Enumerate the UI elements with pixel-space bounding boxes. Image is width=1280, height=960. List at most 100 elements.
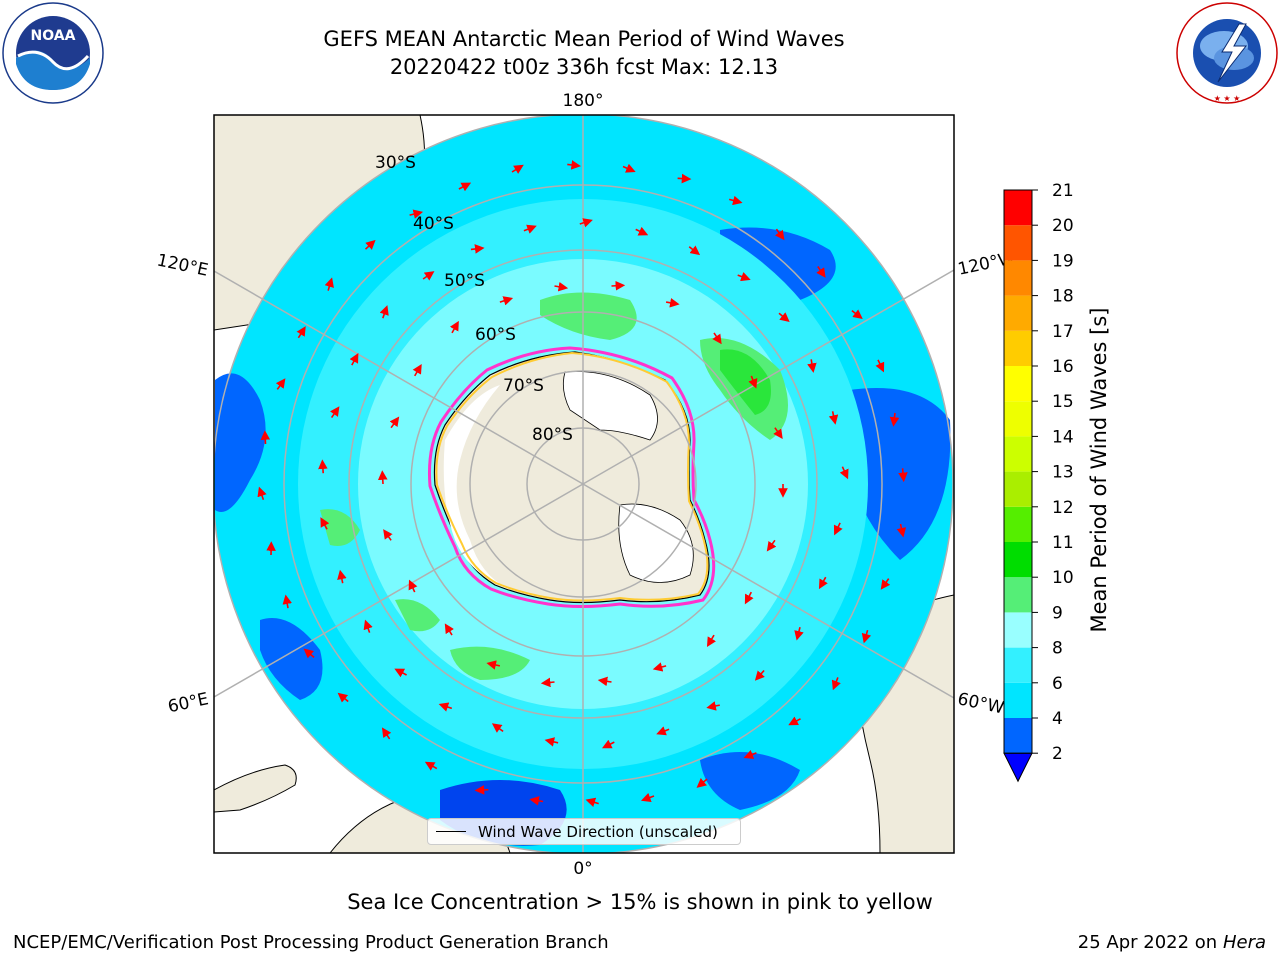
colorbar-tick-label: 6: [1052, 674, 1063, 694]
nws-logo: ★ ★ ★: [1176, 2, 1278, 104]
wave-direction-arrow: [737, 272, 751, 282]
wave-direction-arrow: [444, 623, 454, 636]
wave-direction-arrow: [579, 218, 593, 228]
colorbar-tick-label: 13: [1052, 463, 1074, 483]
colorbar-tick-label: 17: [1052, 322, 1074, 342]
wave-direction-arrow: [383, 529, 393, 541]
lat-label-70s: 70°S: [503, 376, 544, 396]
lat-label-40s: 40°S: [413, 214, 454, 234]
colorbar-bin: [1004, 718, 1032, 754]
wave-direction-arrow: [337, 569, 347, 584]
wave-direction-arrow: [744, 591, 754, 605]
colorbar-under-triangle: [1003, 752, 1033, 783]
wave-direction-arrow: [544, 737, 559, 747]
meridian-120w: [582, 269, 954, 485]
graticule: [214, 115, 954, 853]
latitude-circle-30: [214, 115, 954, 853]
wave-direction-arrow: [364, 239, 376, 250]
lat-label-50s: 50°S: [444, 271, 485, 291]
wave-direction-arrow: [861, 629, 872, 644]
colorbar-tick-label: 19: [1052, 251, 1074, 271]
colorbar-bin: [1004, 401, 1032, 437]
svg-text:★ ★ ★: ★ ★ ★: [1214, 94, 1241, 103]
wave-direction-arrow: [585, 797, 599, 807]
wave-direction-arrow: [602, 739, 615, 749]
wave-direction-arrow: [656, 726, 670, 736]
ocean-field-low-se: [700, 752, 800, 810]
wave-direction-arrow: [470, 244, 485, 254]
sea-ice-note: Sea Ice Concentration > 15% is shown in …: [347, 890, 933, 914]
colorbar-bin: [1004, 295, 1032, 331]
wave-direction-arrow: [818, 576, 828, 590]
wave-direction-arrow: [640, 792, 655, 802]
wave-direction-arrow: [833, 522, 843, 536]
wave-direction-arrow: [898, 468, 908, 483]
wave-direction-arrow: [766, 539, 777, 552]
wave-direction-arrow: [788, 716, 801, 726]
colorbar-bin: [1004, 542, 1032, 578]
colorbar-bin: [1004, 471, 1032, 507]
wave-direction-arrow: [389, 416, 400, 429]
wave-direction-arrow: [774, 228, 785, 241]
ocean-field-low-west: [215, 373, 266, 512]
wave-direction-arrow: [665, 298, 680, 308]
wave-direction-arrow: [831, 677, 841, 691]
lon-label-180: 180°: [563, 91, 604, 111]
ocean-field-low-ne: [720, 227, 836, 300]
meridian-60w: [582, 483, 954, 699]
wave-direction-arrow: [379, 305, 389, 319]
colorbar-bin: [1004, 225, 1032, 261]
colorbar: 2 4 6 8 9 10 11 12 13 14 15 16 17 18 19 20 21: [1003, 181, 1074, 783]
colorbar-tick-label: 4: [1052, 709, 1063, 729]
colorbar-tick-label: 10: [1052, 568, 1074, 588]
colorbar-bin: [1004, 506, 1032, 542]
ice-shelf-ross: [562, 371, 658, 441]
wave-direction-arrow: [363, 619, 373, 633]
wave-direction-arrow: [320, 517, 330, 530]
colorbar-tick-label: 2: [1052, 744, 1063, 764]
wave-direction-arrow: [499, 296, 514, 306]
colorbar-label: Mean Period of Wind Waves [s]: [1087, 308, 1111, 633]
wave-direction-arrow: [491, 723, 504, 733]
wave-direction-arrow: [409, 209, 424, 219]
wave-direction-arrow: [880, 578, 891, 590]
colorbar-tick-label: 15: [1052, 392, 1074, 412]
sea-ice-edge-pink: [428, 346, 716, 608]
meridian-60e: [214, 483, 584, 698]
legend-line-sample: [436, 831, 466, 832]
wave-direction-arrow: [816, 266, 826, 278]
wave-direction-arrow: [773, 427, 783, 440]
meridian-120e: [214, 270, 584, 485]
colorbar-bin: [1004, 612, 1032, 648]
lat-label-60s: 60°S: [475, 325, 516, 345]
wave-direction-arrow: [635, 226, 649, 236]
wave-direction-arrow: [540, 677, 555, 688]
wave-direction-arrow: [377, 470, 388, 485]
wave-direction-arrow: [449, 320, 459, 334]
wave-direction-arrow: [652, 662, 667, 672]
chart-subtitle: 20220422 t00z 336h fcst Max: 12.13: [389, 55, 779, 79]
map-frame: [213, 114, 955, 854]
wave-direction-arrow: [839, 466, 849, 480]
ocean-field-swell-west: [320, 509, 360, 546]
wave-direction-arrow: [554, 281, 569, 292]
wave-direction-arrow: [754, 669, 765, 681]
wave-direction-arrow: [275, 378, 286, 390]
wave-direction-arrow: [706, 701, 720, 711]
lon-label-0: 0°: [573, 859, 592, 879]
wave-direction-arrow: [296, 326, 306, 339]
wave-direction-arrow: [748, 375, 758, 389]
wave-direction-arrow: [611, 280, 626, 291]
wave-direction-arrow: [458, 182, 472, 192]
colorbar-tick-label: 16: [1052, 357, 1074, 377]
wave-direction-arrow: [828, 411, 839, 425]
wave-direction-arrow: [394, 668, 407, 678]
wave-direction-arrow: [567, 160, 581, 170]
wave-direction-arrow: [529, 796, 544, 806]
wave-direction-arrow: [381, 727, 392, 740]
ocean-field-low-sw: [260, 618, 323, 700]
wave-direction-arrow: [257, 486, 267, 500]
wave-direction-arrow: [523, 224, 537, 234]
wave-direction-arrow: [597, 676, 612, 687]
